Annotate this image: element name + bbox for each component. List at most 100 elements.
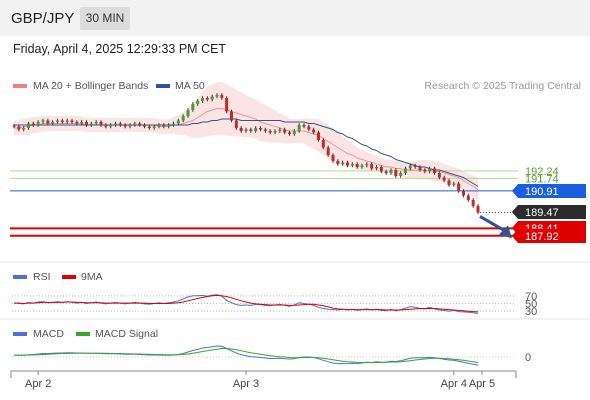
- candle-body: [254, 128, 258, 131]
- projection-arrow: [479, 215, 505, 232]
- candle-body: [307, 126, 311, 130]
- symbol-title: GBP/JPY: [11, 10, 75, 27]
- candle-body: [31, 123, 35, 125]
- candle-body: [186, 110, 190, 116]
- ma50-legend-swatch: [156, 84, 170, 88]
- ma50-legend-label: MA 50: [175, 80, 205, 92]
- candle-body: [22, 128, 26, 130]
- candle-body: [418, 167, 422, 170]
- copyright-text: Research © 2025 Trading Central: [424, 80, 581, 92]
- ma20-legend-swatch: [13, 84, 27, 88]
- x-tick-label: Apr 5: [469, 378, 495, 390]
- candle-body: [118, 123, 122, 125]
- candle-body: [297, 125, 301, 131]
- candle-body: [230, 111, 233, 121]
- candle-body: [205, 98, 209, 100]
- candle-body: [128, 125, 132, 127]
- level-price-box: [512, 205, 586, 219]
- timeframe-button[interactable]: 30 MIN: [80, 7, 130, 30]
- candle-body: [234, 120, 238, 128]
- level-label: 187.92: [525, 231, 559, 243]
- candle-body: [442, 177, 446, 181]
- candle-body: [17, 126, 21, 130]
- candle-body: [375, 167, 378, 169]
- candle-body: [273, 131, 277, 133]
- candle-body: [162, 125, 166, 127]
- candle-body: [191, 104, 195, 110]
- candle-body: [350, 164, 354, 166]
- candle-body: [462, 191, 465, 196]
- level-label: 191.74: [525, 173, 559, 185]
- x-tick-label: Apr 4: [441, 378, 467, 390]
- candle-body: [259, 128, 262, 130]
- candle-body: [36, 122, 40, 125]
- candle-body: [394, 170, 398, 176]
- candle-body: [452, 183, 456, 185]
- rsi-signal-line: [14, 294, 479, 313]
- macd-signal-legend-swatch: [76, 332, 90, 336]
- macd-zero-label: 0: [525, 352, 531, 364]
- candle-body: [379, 167, 383, 172]
- projection-arrowhead: [499, 225, 512, 239]
- candle-body: [138, 123, 142, 125]
- candle-body: [201, 98, 204, 101]
- candle-body: [471, 200, 475, 206]
- level-price-box: [512, 184, 586, 198]
- candle-body: [263, 129, 267, 131]
- macd-signal-legend-label: MACD Signal: [95, 328, 159, 340]
- candle-body: [94, 122, 98, 124]
- candle-body: [215, 95, 219, 97]
- candle-body: [288, 132, 291, 134]
- candle-body: [389, 170, 393, 173]
- candle-body: [249, 129, 253, 131]
- candle-body: [75, 122, 79, 124]
- candle-body: [56, 120, 59, 122]
- rsi-level-label: 30: [525, 306, 537, 318]
- macd-signal-line: [14, 348, 479, 363]
- candle-body: [365, 164, 369, 166]
- candle-body: [399, 173, 403, 176]
- candle-body: [210, 96, 214, 100]
- candle-body: [167, 125, 171, 127]
- x-tick-label: Apr 2: [25, 378, 51, 390]
- candle-body: [133, 123, 137, 125]
- candle-body: [457, 183, 461, 191]
- candle-body: [428, 168, 432, 172]
- candle-body: [433, 168, 436, 173]
- level-price-box: [512, 229, 586, 243]
- rsi-legend-swatch: [13, 275, 27, 279]
- candle-body: [278, 129, 282, 131]
- datetime-stamp: Friday, April 4, 2025 12:29:33 PM CET: [13, 42, 227, 56]
- candle-body: [99, 122, 103, 125]
- candle-body: [341, 162, 345, 164]
- candle-body: [12, 125, 16, 127]
- candle-body: [331, 155, 335, 161]
- candle-body: [466, 195, 470, 200]
- candle-body: [109, 125, 113, 127]
- candle-body: [326, 147, 330, 155]
- candle-body: [157, 125, 161, 127]
- candle-body: [437, 173, 441, 178]
- macd-legend-label: MACD: [33, 328, 64, 340]
- candle-body: [196, 101, 200, 104]
- candle-body: [104, 125, 108, 127]
- candle-body: [447, 180, 451, 185]
- candle-body: [413, 165, 417, 167]
- candle-body: [143, 125, 146, 127]
- candle-body: [51, 122, 55, 124]
- candle-body: [360, 165, 364, 167]
- candle-body: [321, 140, 325, 148]
- candle-body: [336, 161, 340, 164]
- macd-legend-swatch: [13, 332, 27, 336]
- candle-body: [80, 122, 84, 124]
- candle-body: [268, 131, 272, 133]
- candle-body: [147, 126, 151, 128]
- candle-body: [70, 120, 74, 122]
- candle-body: [239, 128, 243, 131]
- candle-body: [423, 170, 427, 172]
- candle-body: [384, 171, 388, 173]
- candle-body: [85, 122, 88, 125]
- level-label: 192.24: [525, 166, 559, 178]
- candle-body: [172, 123, 175, 125]
